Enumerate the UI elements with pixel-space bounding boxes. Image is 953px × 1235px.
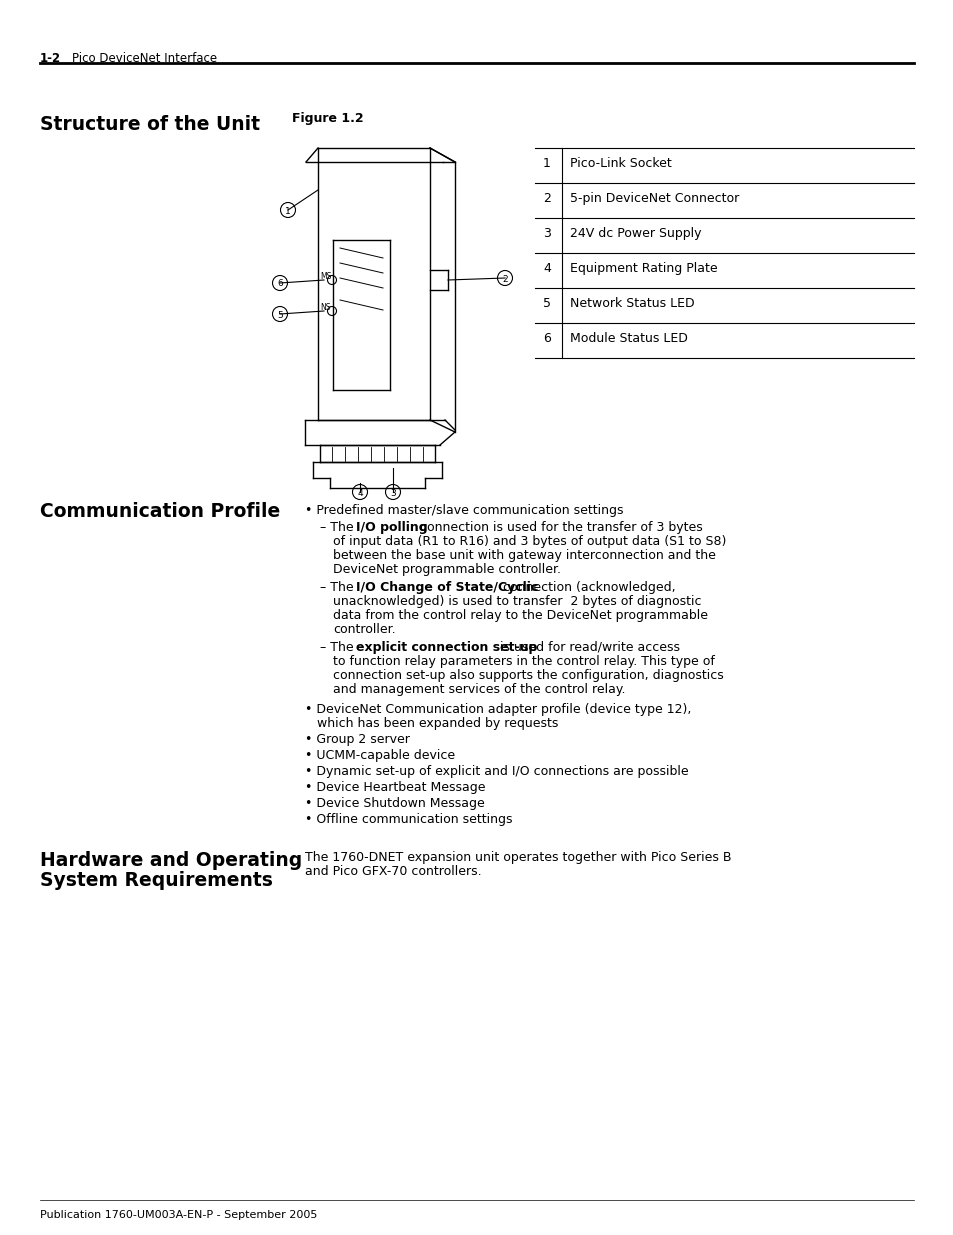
Text: to function relay parameters in the control relay. This type of: to function relay parameters in the cont… — [333, 655, 714, 668]
Text: Pico DeviceNet Interface: Pico DeviceNet Interface — [71, 52, 217, 65]
Text: unacknowledged) is used to transfer  2 bytes of diagnostic: unacknowledged) is used to transfer 2 by… — [333, 595, 700, 608]
Text: Structure of the Unit: Structure of the Unit — [40, 115, 260, 135]
Text: 5: 5 — [276, 310, 283, 320]
Text: 3: 3 — [390, 489, 395, 498]
Text: controller.: controller. — [333, 622, 395, 636]
Text: is used for read/write access: is used for read/write access — [496, 641, 679, 655]
Text: • Group 2 server: • Group 2 server — [305, 734, 410, 746]
Text: • Device Shutdown Message: • Device Shutdown Message — [305, 797, 484, 810]
Text: of input data (R1 to R16) and 3 bytes of output data (S1 to S8): of input data (R1 to R16) and 3 bytes of… — [333, 535, 725, 548]
Text: – The: – The — [319, 521, 357, 534]
Text: which has been expanded by requests: which has been expanded by requests — [316, 718, 558, 730]
Text: 3: 3 — [542, 227, 550, 240]
Text: Communication Profile: Communication Profile — [40, 501, 280, 521]
Text: 1-2: 1-2 — [40, 52, 61, 65]
Text: • Predefined master/slave communication settings: • Predefined master/slave communication … — [305, 504, 623, 517]
Text: 4: 4 — [356, 489, 362, 498]
Text: – The: – The — [319, 641, 357, 655]
Text: 1: 1 — [542, 157, 550, 170]
Text: Module Status LED: Module Status LED — [569, 332, 687, 345]
Text: 2: 2 — [542, 191, 550, 205]
Text: MS: MS — [319, 272, 331, 282]
Text: between the base unit with gateway interconnection and the: between the base unit with gateway inter… — [333, 550, 715, 562]
Text: connection set-up also supports the configuration, diagnostics: connection set-up also supports the conf… — [333, 669, 723, 682]
Text: 5: 5 — [542, 296, 551, 310]
Text: I/O Change of State/Cyclic: I/O Change of State/Cyclic — [355, 580, 537, 594]
Text: Pico-Link Socket: Pico-Link Socket — [569, 157, 671, 170]
Text: 6: 6 — [542, 332, 550, 345]
Text: The 1760-DNET expansion unit operates together with Pico Series B: The 1760-DNET expansion unit operates to… — [305, 851, 731, 864]
Text: Publication 1760-UM003A-EN-P - September 2005: Publication 1760-UM003A-EN-P - September… — [40, 1210, 317, 1220]
Text: • Device Heartbeat Message: • Device Heartbeat Message — [305, 781, 485, 794]
Text: NS: NS — [319, 303, 330, 312]
Text: System Requirements: System Requirements — [40, 871, 273, 890]
Text: I/O polling: I/O polling — [355, 521, 427, 534]
Text: connection (acknowledged,: connection (acknowledged, — [498, 580, 675, 594]
Text: 4: 4 — [542, 262, 550, 275]
Text: Network Status LED: Network Status LED — [569, 296, 694, 310]
Text: 5-pin DeviceNet Connector: 5-pin DeviceNet Connector — [569, 191, 739, 205]
Text: Hardware and Operating: Hardware and Operating — [40, 851, 302, 869]
Text: Equipment Rating Plate: Equipment Rating Plate — [569, 262, 717, 275]
Text: data from the control relay to the DeviceNet programmable: data from the control relay to the Devic… — [333, 609, 707, 622]
Text: 1: 1 — [285, 206, 291, 215]
Text: and Pico GFX-70 controllers.: and Pico GFX-70 controllers. — [305, 864, 481, 878]
Text: • Offline communication settings: • Offline communication settings — [305, 813, 512, 826]
Text: Figure 1.2: Figure 1.2 — [292, 112, 363, 125]
Text: • Dynamic set-up of explicit and I/O connections are possible: • Dynamic set-up of explicit and I/O con… — [305, 764, 688, 778]
Text: connection is used for the transfer of 3 bytes: connection is used for the transfer of 3… — [416, 521, 702, 534]
Text: 6: 6 — [276, 279, 283, 289]
Text: – The: – The — [319, 580, 357, 594]
Text: and management services of the control relay.: and management services of the control r… — [333, 683, 625, 697]
Text: DeviceNet programmable controller.: DeviceNet programmable controller. — [333, 563, 560, 576]
Text: 24V dc Power Supply: 24V dc Power Supply — [569, 227, 700, 240]
Text: • DeviceNet Communication adapter profile (device type 12),: • DeviceNet Communication adapter profil… — [305, 703, 691, 716]
Text: 2: 2 — [501, 274, 507, 284]
Text: explicit connection set-up: explicit connection set-up — [355, 641, 537, 655]
Text: • UCMM-capable device: • UCMM-capable device — [305, 748, 455, 762]
